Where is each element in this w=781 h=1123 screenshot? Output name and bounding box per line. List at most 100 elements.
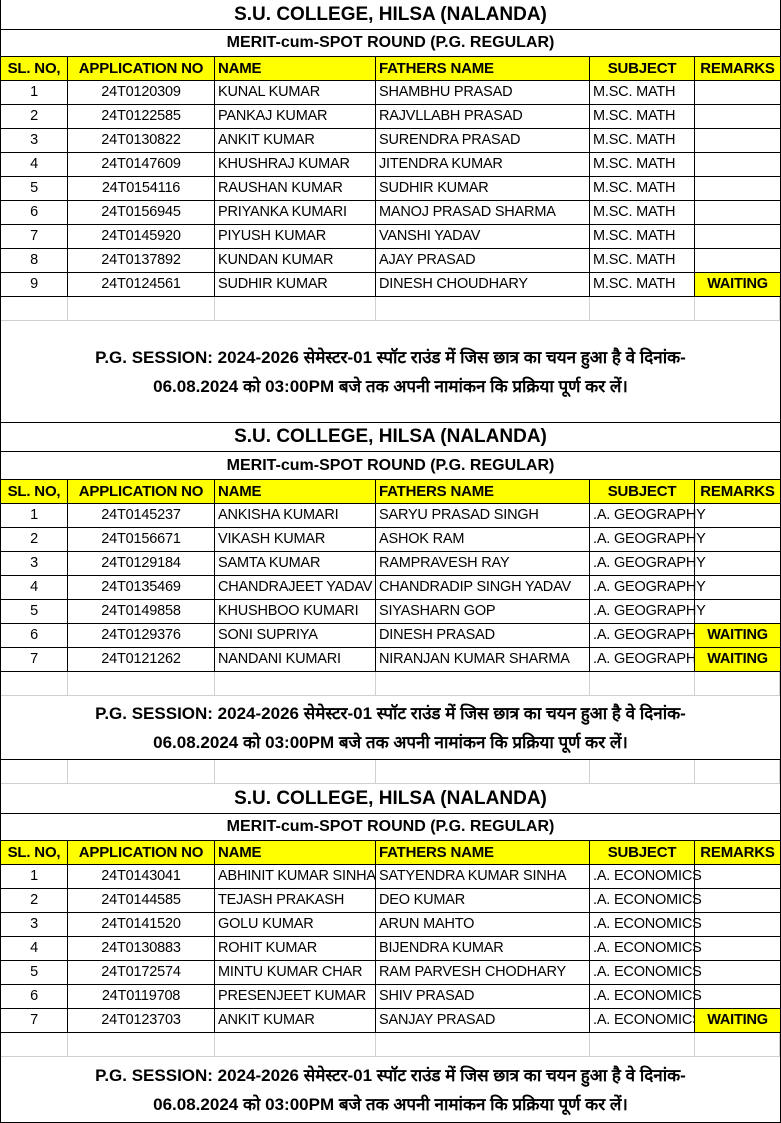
table-header: SL. NO, APPLICATION NO NAME FATHERS NAME SUB… [1,841,780,865]
cell-subject: .A. ECONOMICS [590,1009,695,1032]
cell-name: SONI SUPRIYA [215,624,376,647]
empty-cell [590,297,695,320]
cell-remarks [695,201,780,224]
header-application-no: APPLICATION NO [68,480,215,503]
table-row: 4 24T0130883 ROHIT KUMAR BIJENDRA KUMAR .A. … [1,937,780,961]
table-row: 1 24T0143041 ABHINIT KUMAR SINHA SATYENDRA … [1,865,780,889]
cell-sl-no: 1 [1,504,68,527]
table-row: 5 24T0154116 RAUSHAN KUMAR SUDHIR KUMAR M.SC… [1,177,780,201]
cell-name: ABHINIT KUMAR SINHA [215,865,376,888]
table-row: 3 24T0130822 ANKIT KUMAR SURENDRA PRASAD M.S… [1,129,780,153]
empty-cell [376,760,590,783]
cell-application-no: 24T0129376 [68,624,215,647]
cell-application-no: 24T0130883 [68,937,215,960]
cell-application-no: 24T0154116 [68,177,215,200]
empty-cell [695,672,780,695]
cell-name: GOLU KUMAR [215,913,376,936]
note-text: P.G. SESSION: 2024-2026 सेमेस्टर-01 स्पॉ… [95,699,686,757]
cell-subject: .A. GEOGRAPHY [590,504,706,527]
cell-fathers-name: DINESH PRASAD [376,624,590,647]
college-title: S.U. COLLEGE, HILSA (NALANDA) [1,0,780,30]
table-row: 4 24T0147609 KHUSHRAJ KUMAR JITENDRA KUMAR M… [1,153,780,177]
cell-application-no: 24T0141520 [68,913,215,936]
round-subtitle: MERIT-cum-SPOT ROUND (P.G. REGULAR) [1,814,780,841]
cell-application-no: 24T0122585 [68,105,215,128]
cell-fathers-name: AJAY PRASAD [376,249,590,272]
cell-remarks [695,937,780,960]
cell-subject: M.SC. MATH [590,153,695,176]
cell-fathers-name: SANJAY PRASAD [376,1009,590,1032]
cell-remarks [695,504,780,527]
cell-subject: .A. ECONOMICS [590,889,702,912]
table-row: 5 24T0172574 MINTU KUMAR CHAR RAM PARVESH C… [1,961,780,985]
empty-cell [590,1033,695,1056]
empty-cell [1,1033,68,1056]
table-row: 2 24T0156671 VIKASH KUMAR ASHOK RAM .A. GEOG… [1,528,780,552]
admission-deadline-note: P.G. SESSION: 2024-2026 सेमेस्टर-01 स्पॉ… [1,1057,780,1123]
header-name: NAME [215,480,376,503]
empty-row [1,760,780,784]
table-row: 6 24T0119708 PRESENJEET KUMAR SHIV PRASAD .A… [1,985,780,1009]
cell-subject: .A. ECONOMICS [590,913,702,936]
cell-name: VIKASH KUMAR [215,528,376,551]
cell-sl-no: 6 [1,624,68,647]
empty-cell [590,760,695,783]
cell-application-no: 24T0124561 [68,273,215,296]
empty-cell [68,672,215,695]
cell-application-no: 24T0147609 [68,153,215,176]
empty-cell [215,1033,376,1056]
empty-cell [695,297,780,320]
cell-sl-no: 7 [1,648,68,671]
empty-cell [68,1033,215,1056]
cell-remarks: WAITING [695,1009,780,1032]
table-row: 8 24T0137892 KUNDAN KUMAR AJAY PRASAD M.SC. … [1,249,780,273]
cell-application-no: 24T0149858 [68,600,215,623]
cell-application-no: 24T0144585 [68,889,215,912]
cell-name: CHANDRAJEET YADAV [215,576,376,599]
cell-fathers-name: NIRANJAN KUMAR SHARMA [376,648,590,671]
cell-sl-no: 4 [1,153,68,176]
header-sl-no: SL. NO, [1,841,68,864]
table-row: 7 24T0123703 ANKIT KUMAR SANJAY PRASAD .A. E… [1,1009,780,1033]
cell-application-no: 24T0156671 [68,528,215,551]
cell-sl-no: 2 [1,889,68,912]
cell-name: SAMTA KUMAR [215,552,376,575]
cell-name: RAUSHAN KUMAR [215,177,376,200]
table-row: 2 24T0122585 PANKAJ KUMAR RAJVLLABH PRASAD M… [1,105,780,129]
header-fathers-name: FATHERS NAME [376,480,590,503]
cell-subject: M.SC. MATH [590,201,695,224]
cell-sl-no: 7 [1,225,68,248]
empty-row [1,1033,780,1057]
note-line-2: 06.08.2024 को 03:00PM बजे तक अपनी नामांक… [153,376,628,396]
header-application-no: APPLICATION NO [68,841,215,864]
cell-application-no: 24T0129184 [68,552,215,575]
header-subject: SUBJECT [590,57,695,80]
cell-remarks [695,153,780,176]
empty-cell [215,297,376,320]
cell-fathers-name: DEO KUMAR [376,889,590,912]
cell-remarks [695,576,780,599]
cell-application-no: 24T0145237 [68,504,215,527]
table-header: SL. NO, APPLICATION NO NAME FATHERS NAME SUB… [1,57,780,81]
cell-remarks [695,913,780,936]
cell-remarks [695,177,780,200]
cell-fathers-name: RAJVLLABH PRASAD [376,105,590,128]
cell-sl-no: 9 [1,273,68,296]
cell-fathers-name: MANOJ PRASAD SHARMA [376,201,590,224]
cell-name: KHUSHRAJ KUMAR [215,153,376,176]
header-fathers-name: FATHERS NAME [376,57,590,80]
empty-cell [695,760,780,783]
cell-name: TEJASH PRAKASH [215,889,376,912]
note-text: P.G. SESSION: 2024-2026 सेमेस्टर-01 स्पॉ… [95,1061,686,1119]
cell-fathers-name: DINESH CHOUDHARY [376,273,590,296]
cell-remarks [695,865,780,888]
cell-subject: .A. GEOGRAPHY [590,648,695,671]
cell-subject: .A. ECONOMICS [590,985,702,1008]
empty-row [1,672,780,696]
cell-application-no: 24T0120309 [68,81,215,104]
cell-name: KUNAL KUMAR [215,81,376,104]
cell-application-no: 24T0123703 [68,1009,215,1032]
cell-fathers-name: SARYU PRASAD SINGH [376,504,590,527]
cell-fathers-name: BIJENDRA KUMAR [376,937,590,960]
cell-subject: M.SC. MATH [590,225,695,248]
